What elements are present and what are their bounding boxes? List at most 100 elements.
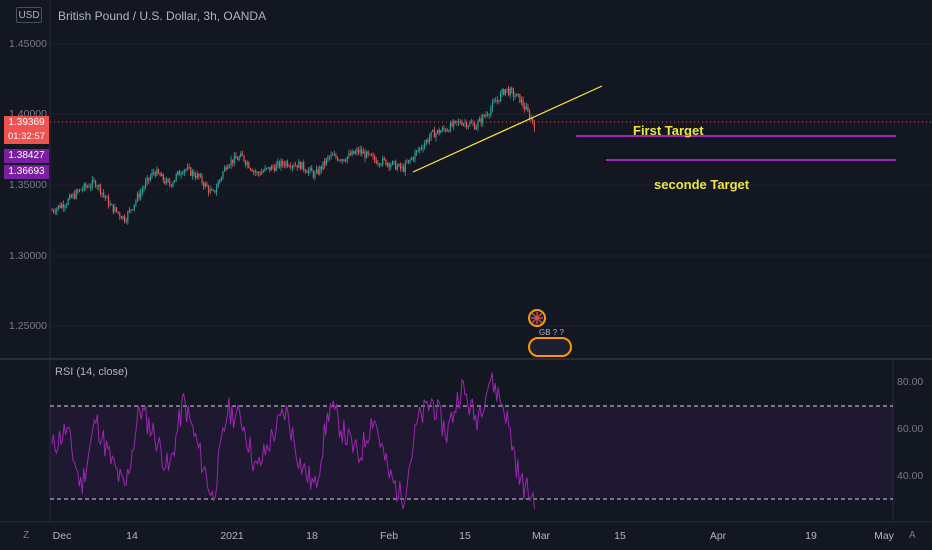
- candle-body: [135, 200, 137, 205]
- candle-body: [472, 123, 474, 125]
- candle-body: [161, 174, 163, 177]
- candle-body: [114, 207, 116, 213]
- candle-body: [99, 184, 101, 194]
- candle-body: [243, 155, 245, 162]
- event-markers[interactable]: [528, 309, 572, 357]
- candle-body: [293, 165, 295, 167]
- candle-body: [353, 151, 355, 154]
- candle-body: [227, 166, 229, 170]
- candle-body: [454, 120, 456, 122]
- candle-body: [291, 165, 293, 168]
- candle-body: [91, 179, 93, 187]
- candle-body: [404, 162, 406, 172]
- candle-body: [177, 171, 179, 175]
- candle-body: [382, 157, 384, 165]
- candle-body: [125, 221, 127, 222]
- candle-body: [143, 187, 145, 190]
- candle-body: [230, 159, 232, 166]
- candle-body: [112, 204, 114, 213]
- date-label-dec: Dec: [52, 530, 72, 542]
- candle-body: [220, 177, 222, 180]
- candle-body: [375, 160, 377, 164]
- candle-body: [93, 179, 95, 182]
- candle-body: [127, 212, 129, 222]
- candle-body: [106, 196, 108, 198]
- second-target-label[interactable]: seconde Target: [654, 177, 750, 192]
- candle-body: [364, 151, 366, 159]
- candle-body: [428, 137, 431, 142]
- candle-body: [232, 159, 234, 164]
- candle-body: [254, 171, 256, 173]
- candle-body: [153, 172, 155, 174]
- candle-body: [325, 158, 327, 165]
- candle-body: [130, 209, 132, 211]
- candle-body: [498, 100, 500, 102]
- candle-body: [182, 173, 184, 175]
- date-label-15: 15: [459, 530, 471, 542]
- candle-body: [391, 161, 394, 165]
- candle-body: [296, 165, 298, 168]
- trendline[interactable]: [412, 85, 603, 173]
- candle-body: [277, 161, 279, 165]
- candle-body: [167, 179, 169, 182]
- candle-body: [228, 165, 231, 167]
- candle-body: [303, 162, 305, 170]
- candle-body: [111, 204, 113, 205]
- candle-body: [261, 172, 263, 175]
- candle-body: [119, 212, 121, 217]
- candle-body: [207, 186, 210, 193]
- candle-body: [80, 189, 82, 191]
- candle-body: [238, 156, 240, 161]
- candle-body: [164, 180, 166, 184]
- candle-body: [203, 182, 205, 187]
- candle-body: [507, 88, 510, 96]
- target1-price-tag: 1.38427: [4, 149, 49, 163]
- candle-body: [328, 156, 331, 158]
- candle-body: [403, 166, 405, 172]
- candle-body: [361, 149, 363, 154]
- symbol-title[interactable]: British Pound / U.S. Dollar, 3h, OANDA: [58, 9, 267, 23]
- candle-body: [132, 209, 134, 211]
- candle-body: [395, 161, 397, 170]
- candle-body: [459, 121, 461, 124]
- candle-body: [487, 114, 489, 116]
- us-event-badge[interactable]: [528, 337, 572, 357]
- candle-body: [53, 210, 55, 212]
- currency-button[interactable]: USD: [16, 7, 42, 23]
- candle-body: [51, 210, 53, 212]
- rsi-title[interactable]: RSI (14, close): [55, 366, 128, 378]
- candle-body: [475, 127, 477, 130]
- price-label-3: 1.35000: [9, 179, 47, 191]
- candle-body: [157, 169, 160, 174]
- candle-body: [65, 204, 68, 207]
- candle-body: [522, 99, 524, 107]
- date-label-14: 14: [126, 530, 138, 542]
- candle-body: [269, 167, 271, 171]
- candle-body: [107, 196, 110, 206]
- candle-body: [491, 102, 494, 109]
- candle-body: [206, 183, 208, 187]
- first-target-label[interactable]: First Target: [633, 123, 704, 138]
- candle-body: [61, 204, 63, 208]
- candle-body: [466, 122, 468, 128]
- candle-body: [528, 111, 531, 119]
- candle-body: [504, 89, 506, 95]
- candle-body: [67, 199, 69, 205]
- event-label[interactable]: GB ? ?: [539, 328, 564, 337]
- candle-body: [283, 164, 285, 166]
- candle-body: [138, 193, 140, 198]
- candle-body: [169, 181, 171, 185]
- candlestick-series: [51, 85, 535, 225]
- timezone-button[interactable]: Z: [23, 530, 30, 541]
- candle-body: [324, 161, 326, 165]
- candle-body: [311, 167, 313, 172]
- candle-body: [183, 169, 185, 174]
- candle-body: [440, 130, 442, 134]
- date-label-feb: Feb: [379, 530, 399, 542]
- candle-body: [82, 189, 84, 191]
- candle-body: [307, 170, 310, 174]
- candle-body: [140, 191, 142, 198]
- auto-scale-button[interactable]: A: [909, 530, 916, 541]
- candle-body: [241, 153, 243, 156]
